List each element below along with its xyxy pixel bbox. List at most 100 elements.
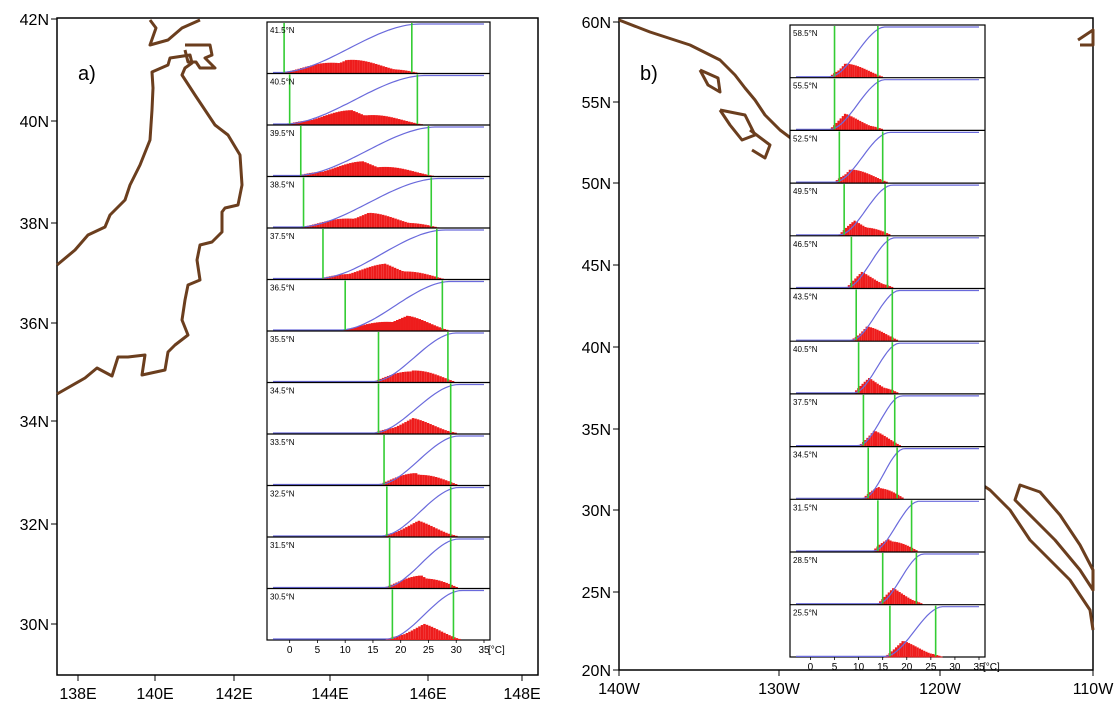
histogram-bar <box>872 126 875 131</box>
histogram-bar <box>350 110 353 125</box>
histogram-bar <box>878 75 881 78</box>
histogram-bar <box>864 227 867 236</box>
histogram-bar <box>867 378 871 394</box>
histogram-bar <box>894 493 898 500</box>
inset-x-tick-label-b-1: 5 <box>832 662 838 673</box>
histogram-bar <box>392 532 396 537</box>
inset-x-tick-label-b-7: 35 <box>973 662 985 673</box>
histogram-bar <box>430 525 433 537</box>
histogram-bar <box>364 61 368 74</box>
histogram-bar <box>936 655 939 658</box>
histogram-bar <box>458 638 461 640</box>
inset-row-b-4: 46.5°N <box>790 235 985 289</box>
histogram-bar <box>878 385 881 394</box>
histogram-bar <box>887 539 890 552</box>
histogram-bar <box>452 585 456 589</box>
panel-b-label: b) <box>640 63 658 85</box>
histogram-bar <box>429 475 433 486</box>
histogram-bar <box>416 370 420 383</box>
histogram-bar <box>359 60 363 74</box>
histogram-bar <box>940 656 943 658</box>
histogram-bar <box>887 335 890 342</box>
histogram-bar <box>419 223 422 228</box>
histogram-bar <box>421 173 425 177</box>
histogram-bar <box>351 272 354 280</box>
histogram-bar <box>361 325 364 331</box>
histogram-bar <box>417 474 420 486</box>
histogram-bar <box>336 219 340 228</box>
histogram-bar <box>307 66 310 74</box>
histogram-bar <box>317 63 320 74</box>
histogram-bar <box>898 542 901 552</box>
histogram-bar <box>384 376 387 383</box>
histogram-bar <box>443 632 446 640</box>
histogram-bar <box>861 67 864 78</box>
cdf-curve <box>796 606 979 657</box>
inset-x-unit-b: [°C] <box>983 662 1000 673</box>
histogram-bar <box>404 221 407 228</box>
cdf-curve <box>796 79 979 130</box>
histogram-bar <box>863 68 866 78</box>
histogram-bar <box>861 122 864 131</box>
histogram-bar <box>423 273 427 280</box>
inset-a: 41.5°N 40.5°N 39.5°N 38.5°N 37.5°N 36.5°N 35.5… <box>266 21 505 656</box>
histogram-bar <box>401 168 405 177</box>
histogram-bar <box>894 391 897 394</box>
histogram-bar <box>399 69 403 74</box>
histogram-bar <box>911 600 914 605</box>
y-tick-label-a-6: 42N <box>20 12 49 29</box>
histogram-bar <box>906 545 909 552</box>
histogram-bar <box>895 339 899 342</box>
histogram-bar <box>325 115 328 125</box>
cdf-curve <box>796 553 979 605</box>
histogram-bar <box>397 530 401 537</box>
histogram-bar <box>853 169 856 184</box>
histogram-bar <box>915 550 918 552</box>
row-latitude-label: 35.5°N <box>270 335 295 344</box>
inset-x-tick-label-a-0: 0 <box>287 645 293 656</box>
cdf-curve <box>796 289 979 341</box>
histogram-bar <box>900 593 903 605</box>
panel-b: b) 140W 130W 120W 110W 20N 25N 30N 35N 40N 45N 50N… <box>582 15 1114 698</box>
histogram-bar <box>388 265 392 280</box>
histogram-bar <box>392 117 396 125</box>
histogram-bar <box>334 167 337 177</box>
histogram-bar <box>843 63 847 78</box>
histogram-bar <box>351 218 355 228</box>
histogram-bar <box>428 275 432 280</box>
histogram-bar <box>430 626 434 640</box>
histogram-bar <box>431 373 435 383</box>
histogram-bar <box>862 272 866 289</box>
histogram-bar <box>908 546 912 552</box>
histogram-bar <box>448 635 451 640</box>
histogram-bar <box>418 272 422 280</box>
histogram-bar <box>342 110 346 125</box>
histogram-bar <box>392 69 395 74</box>
histogram-bar <box>352 111 356 125</box>
y-tick-label-b-1: 25N <box>582 585 611 602</box>
histogram-bar <box>441 429 445 434</box>
histogram-bar <box>938 655 941 658</box>
histogram-bar <box>874 126 877 131</box>
inset-x-tick-label-b-2: 10 <box>853 662 865 673</box>
histogram-bar <box>337 111 341 125</box>
histogram-bar <box>885 437 888 447</box>
histogram-bar <box>432 579 436 589</box>
histogram-bar <box>359 216 362 228</box>
histogram-bar <box>867 275 870 289</box>
histogram-bar <box>909 598 912 605</box>
histogram-bar <box>856 335 860 342</box>
inset-x-tick-label-b-3: 15 <box>877 662 889 673</box>
histogram-bar <box>435 579 438 589</box>
histogram-bar <box>414 473 418 486</box>
histogram-bar <box>841 66 844 78</box>
histogram-bar <box>451 432 455 434</box>
histogram-bar <box>309 225 312 228</box>
histogram-bar <box>889 540 892 552</box>
histogram-bar <box>420 521 423 537</box>
histogram-bar <box>880 283 883 289</box>
histogram-bar <box>381 263 384 280</box>
histogram-bar <box>433 627 436 640</box>
histogram-bar <box>380 115 383 125</box>
histogram-bar <box>913 549 916 552</box>
